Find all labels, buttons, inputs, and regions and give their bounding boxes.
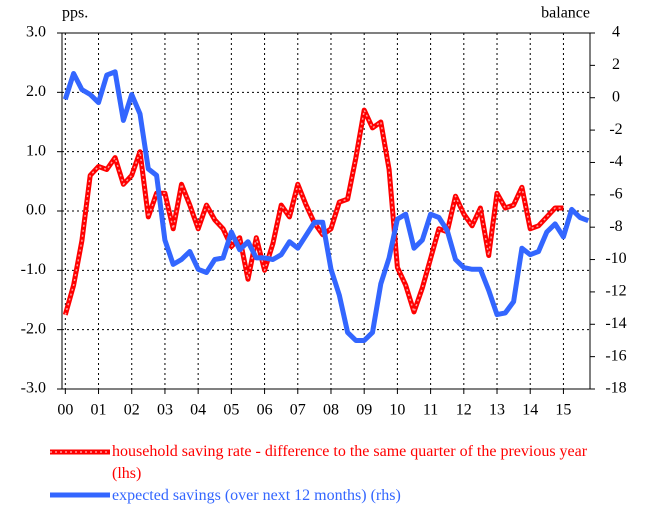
chart: pps. balance 3.0 2.0 1.0 0.0 -1.0 -2.0 -3.0 4 2 0… xyxy=(21,5,627,419)
y2-tick-label: -6 xyxy=(609,185,622,202)
x-tick-label: 15 xyxy=(555,402,571,419)
y-tick-label: 3.0 xyxy=(26,24,46,41)
x-tick-label: 14 xyxy=(522,402,538,419)
x-tick-label: 03 xyxy=(157,402,173,419)
y2-tick-label: -18 xyxy=(605,380,626,397)
y-tick-label: -2.0 xyxy=(21,320,46,337)
y2-tick-label: -8 xyxy=(609,218,622,235)
y2-tick-label: -14 xyxy=(605,315,626,332)
x-tick-label: 08 xyxy=(323,402,339,419)
x-tick-label: 00 xyxy=(57,402,73,419)
y2-tick-label: -4 xyxy=(609,153,622,170)
x-tick-label: 04 xyxy=(190,402,206,419)
legend-label: household saving rate - difference to th… xyxy=(112,443,588,482)
x-tick-label: 02 xyxy=(124,402,140,419)
y2-tick-label: -12 xyxy=(605,283,626,300)
x-tick-label: 07 xyxy=(290,402,306,419)
y-tick-label: -1.0 xyxy=(21,261,46,278)
y2-tick-label: -10 xyxy=(605,250,626,267)
x-tick-label: 10 xyxy=(389,402,405,419)
y2-tick-label: -2 xyxy=(609,121,622,138)
legend-swatches xyxy=(50,449,110,498)
legend-label: expected savings (over next 12 months) (… xyxy=(112,487,401,504)
y-axis-label: pps. xyxy=(62,5,88,22)
x-tick-label: 11 xyxy=(423,402,438,419)
x-tick-label: 06 xyxy=(257,402,273,419)
y2-tick-label: -16 xyxy=(605,347,626,364)
y2-tick-label: 4 xyxy=(612,24,620,41)
x-tick-label: 12 xyxy=(456,402,472,419)
x-tick-label: 01 xyxy=(91,402,107,419)
y-tick-label: 0.0 xyxy=(26,202,46,219)
y2-tick-label: 0 xyxy=(612,88,620,105)
y-tick-label: -3.0 xyxy=(21,380,46,397)
series-line xyxy=(62,69,590,343)
plot-frame xyxy=(61,32,591,390)
y2-tick-label: 2 xyxy=(612,56,620,73)
x-tick-label: 09 xyxy=(356,402,372,419)
x-tick-label: 13 xyxy=(489,402,505,419)
y-tick-label: 2.0 xyxy=(26,83,46,100)
y2-axis-label: balance xyxy=(541,5,590,22)
y-tick-label: 1.0 xyxy=(26,142,46,159)
x-tick-label: 05 xyxy=(223,402,239,419)
